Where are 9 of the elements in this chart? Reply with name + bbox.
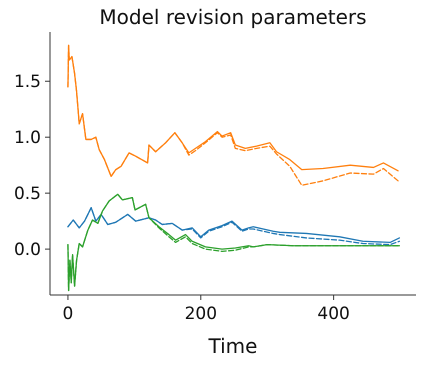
chart-title: Model revision parameters — [99, 5, 367, 29]
y-tick-label: 0.5 — [14, 184, 41, 204]
y-tick-label: 1.0 — [14, 128, 41, 148]
x-axis-title: Time — [208, 334, 258, 358]
x-tick-label: 0 — [62, 304, 74, 324]
x-tick-label: 400 — [317, 304, 350, 324]
y-tick-label: 1.5 — [14, 72, 41, 92]
y-tick-label: 0.0 — [14, 240, 41, 260]
x-tick-label: 200 — [184, 304, 218, 324]
